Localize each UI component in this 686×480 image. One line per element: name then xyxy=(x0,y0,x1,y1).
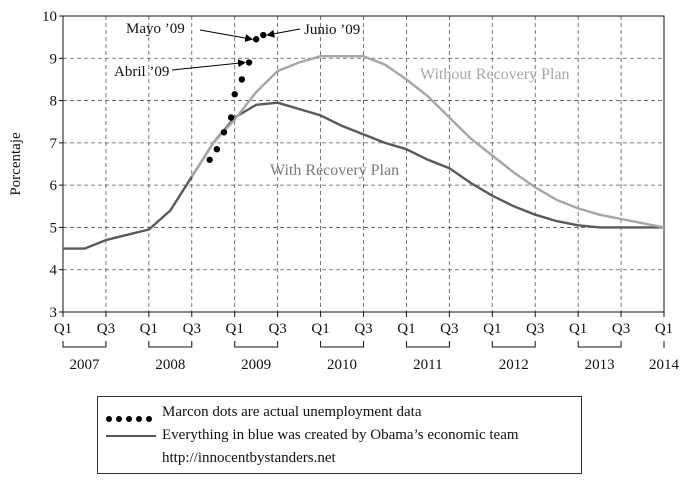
year-bracket xyxy=(320,341,364,348)
x-tick-label: Q1 xyxy=(54,321,72,337)
year-label: 2014 xyxy=(649,357,680,373)
y-tick-label: 10 xyxy=(42,9,57,25)
annotation-label: Abril ’09 xyxy=(114,64,169,80)
year-bracket xyxy=(491,341,536,348)
data-dot xyxy=(227,114,235,121)
year-bracket xyxy=(405,341,450,348)
year-bracket xyxy=(234,341,279,348)
legend-dots-text: Marcon dots are actual unemployment data xyxy=(162,404,422,420)
x-tick-label: Q3 xyxy=(612,321,630,337)
data-dot xyxy=(260,31,267,39)
year-label: 2009 xyxy=(241,357,271,373)
x-tick-label: Q1 xyxy=(140,321,158,337)
data-dot xyxy=(213,146,221,153)
year-label: 2007 xyxy=(69,357,100,373)
plot-frame xyxy=(62,15,665,313)
legend-line-key xyxy=(106,429,162,443)
x-tick-label: Q1 xyxy=(226,321,244,337)
legend-url-text: http://innocentbystanders.net xyxy=(162,450,336,466)
annotation-label: Junio ’09 xyxy=(304,22,360,38)
legend-row-url: http://innocentbystanders.net xyxy=(106,447,581,470)
series-lines xyxy=(63,55,665,250)
annotation-arrow xyxy=(171,59,247,71)
annotation-arrow xyxy=(266,28,301,38)
x-tick-label: Q3 xyxy=(526,321,544,337)
data-dot xyxy=(206,156,213,163)
year-bracket xyxy=(148,341,193,348)
y-tick-label: 8 xyxy=(50,94,58,110)
y-tick-label: 9 xyxy=(50,51,58,67)
x-tick-label: Q1 xyxy=(311,321,329,337)
x-tick-label: Q1 xyxy=(397,321,415,337)
series-line xyxy=(63,101,664,250)
legend-row-dots: Marcon dots are actual unemployment data xyxy=(106,401,581,424)
x-tick-label: Q3 xyxy=(440,321,458,337)
data-dot xyxy=(245,59,253,66)
legend-line-text: Everything in blue was created by Obama’… xyxy=(162,427,519,443)
year-label: 2011 xyxy=(413,357,442,373)
x-tick-label: Q3 xyxy=(97,321,115,337)
data-dot xyxy=(231,91,238,98)
data-dot xyxy=(220,129,228,136)
year-bracket xyxy=(577,341,622,348)
grid xyxy=(63,16,664,312)
x-tick-label: Q1 xyxy=(569,321,587,337)
y-tick-label: 4 xyxy=(50,263,58,279)
year-label: 2010 xyxy=(327,357,357,373)
axes: 3 4 5 6 7 8 9 10 Q1 Q3 Q1 Q3 Q1 Q3 Q1 Q3 Q1 Q3 Q1 Q3 Q1 Q3 Q1 2… xyxy=(8,9,680,373)
actual-data-dots xyxy=(206,31,267,163)
year-bracket xyxy=(62,341,107,348)
annotations: Without Recovery Plan With Recovery Plan M… xyxy=(114,21,570,179)
year-label: 2012 xyxy=(499,357,529,373)
x-tick-label: Q3 xyxy=(268,321,286,337)
y-tick-label: 5 xyxy=(50,220,58,236)
x-tick-label: Q1 xyxy=(483,321,501,337)
data-dot xyxy=(252,36,260,43)
y-axis-label: Porcentaje xyxy=(8,132,24,196)
series-line xyxy=(190,55,665,229)
x-tick-label: Q3 xyxy=(183,321,201,337)
year-label: 2008 xyxy=(155,357,185,373)
year-label: 2013 xyxy=(585,357,615,373)
x-tick-label: Q1 xyxy=(655,321,673,337)
legend: Marcon dots are actual unemployment data… xyxy=(97,396,582,474)
series-label: With Recovery Plan xyxy=(270,162,399,179)
annotation-label: Mayo ’09 xyxy=(126,21,185,37)
series-label: Without Recovery Plan xyxy=(420,66,570,83)
y-tick-label: 7 xyxy=(50,136,58,152)
legend-dots-key xyxy=(106,406,162,422)
y-tick-label: 6 xyxy=(50,178,58,194)
annotation-arrow xyxy=(199,29,254,42)
x-tick-label: Q3 xyxy=(354,321,372,337)
legend-row-line: Everything in blue was created by Obama’… xyxy=(106,424,581,447)
data-dot xyxy=(238,76,246,83)
y-tick-label: 3 xyxy=(50,305,58,321)
